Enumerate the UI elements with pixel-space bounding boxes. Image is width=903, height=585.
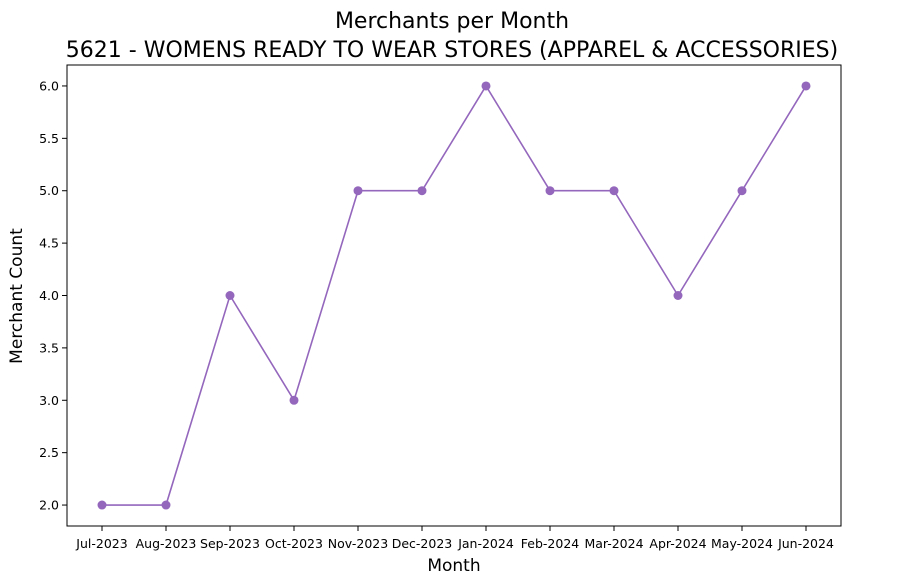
x-axis-label: Month [427,556,480,576]
chart-title: Merchants per Month [335,9,569,34]
data-point [417,186,427,196]
y-tick-label: 3.0 [39,393,59,408]
x-tick-label: Jul-2023 [75,536,127,551]
y-tick-label: 3.5 [39,340,59,355]
x-tick-label: Apr-2024 [649,536,706,551]
y-axis: 2.0 2.5 3.0 3.5 4.0 4.5 5.0 5.5 6.0 [39,78,67,513]
plot-frame [66,64,842,527]
data-point [801,81,811,91]
data-point [481,81,491,91]
x-tick-label: Aug-2023 [136,536,197,551]
data-point [353,186,363,196]
y-tick-label: 5.5 [39,131,59,146]
x-tick-label: Feb-2024 [521,536,580,551]
data-point [161,500,171,510]
y-tick-label: 4.5 [39,236,59,251]
data-point [737,186,747,196]
series-group [97,81,811,510]
data-point [673,291,683,300]
y-tick-label: 2.5 [39,445,59,460]
chart-subtitle: 5621 - WOMENS READY TO WEAR STORES (APPA… [66,38,838,63]
x-tick-label: Nov-2023 [328,536,388,551]
x-axis: Jul-2023 Aug-2023 Sep-2023 Oct-2023 Nov-2023… [75,526,834,551]
data-point [609,186,619,196]
series-line [102,84,807,506]
x-tick-label: Dec-2023 [392,536,453,551]
x-tick-label: May-2024 [711,536,773,551]
data-point [545,186,555,196]
y-tick-label: 4.0 [39,288,59,303]
y-tick-label: 5.0 [39,183,59,198]
x-tick-label: Mar-2024 [584,536,643,551]
x-tick-label: Oct-2023 [265,536,323,551]
y-axis-label: Merchant Count [7,228,27,364]
x-tick-label: Jan-2024 [457,536,514,551]
x-tick-label: Sep-2023 [200,536,260,551]
data-point [289,395,299,405]
data-point [97,500,107,510]
data-point [225,291,235,300]
y-tick-label: 6.0 [39,78,59,93]
y-tick-label: 2.0 [39,498,59,513]
x-tick-label: Jun-2024 [777,536,834,551]
